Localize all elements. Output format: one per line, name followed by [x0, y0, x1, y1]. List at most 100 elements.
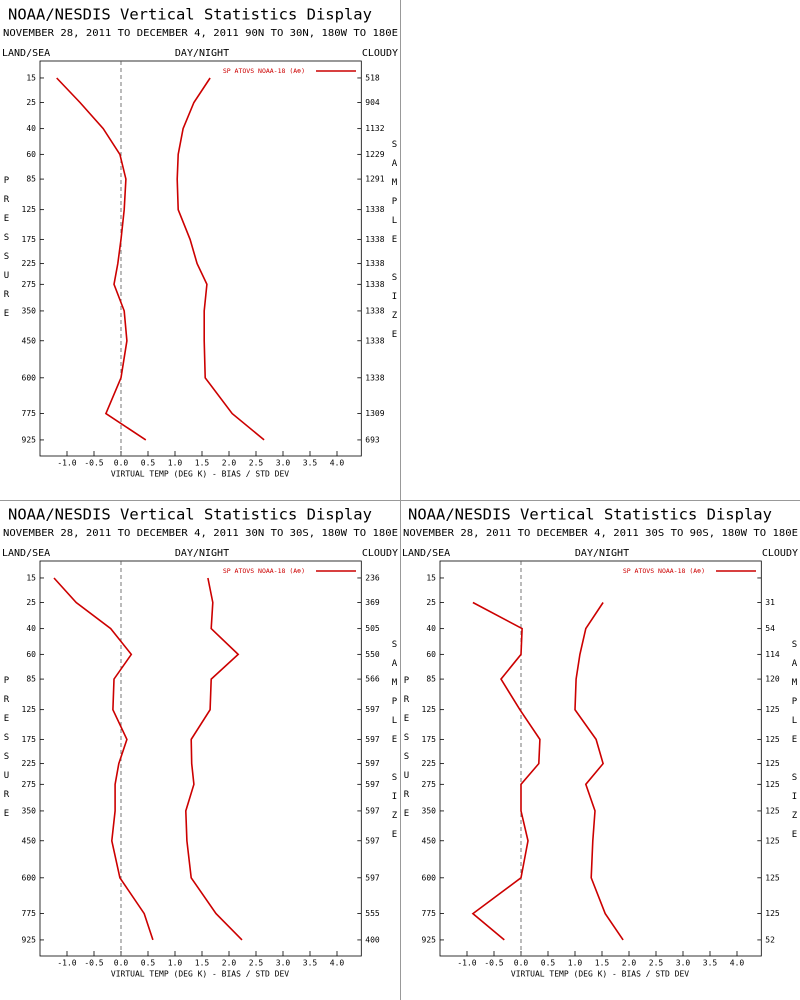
y2-axis-label: SAMPLE SIZE — [790, 640, 800, 849]
bias-line — [53, 577, 154, 941]
bias-line — [56, 77, 147, 441]
sample-size-label: 505 — [365, 624, 380, 633]
panel: NOAA/NESDIS Vertical Statistics Display N… — [2, 506, 400, 979]
x-tick-label: -0.5 — [84, 959, 103, 968]
x-tick-label: -0.5 — [484, 959, 503, 968]
sample-size-label: 1338 — [365, 306, 384, 315]
std_dev-line — [184, 577, 243, 941]
sample-size-label: 597 — [365, 836, 380, 845]
y-tick-label: 450 — [22, 836, 37, 845]
plot-frame — [39, 560, 362, 957]
sample-size-label: 904 — [365, 98, 380, 107]
y2-axis-label: SAMPLE SIZE — [390, 640, 400, 849]
y-axis-label: PRESSURE — [2, 676, 12, 828]
y-tick-label: 85 — [26, 175, 36, 184]
x-tick-label: 2.5 — [249, 959, 264, 968]
chart-subtitle: NOVEMBER 28, 2011 TO DECEMBER 4, 2011 30… — [3, 528, 398, 539]
x-axis-label: VIRTUAL TEMP (DEG K) - BIAS / STD DEV — [111, 470, 289, 479]
x-tick-label: 2.5 — [649, 959, 664, 968]
y-tick-label: 925 — [22, 435, 37, 444]
x-tick-label: 0.0 — [114, 959, 129, 968]
plot-frame — [39, 60, 362, 457]
panel: NOAA/NESDIS Vertical Statistics Display N… — [2, 6, 400, 479]
sample-size-label: 31 — [765, 598, 775, 607]
y-tick-label: 775 — [22, 409, 37, 418]
sample-size-label: 125 — [765, 735, 780, 744]
sample-size-label: 566 — [365, 675, 380, 684]
chart-subtitle: NOVEMBER 28, 2011 TO DECEMBER 4, 2011 30… — [403, 528, 798, 539]
y-tick-label: 775 — [422, 909, 437, 918]
y-tick-label: 25 — [26, 598, 36, 607]
y-tick-label: 175 — [422, 735, 437, 744]
sample-size-label: 400 — [365, 935, 380, 944]
sample-size-label: 236 — [365, 573, 380, 582]
x-tick-label: 2.0 — [622, 959, 637, 968]
x-tick-label: 3.5 — [303, 459, 318, 468]
y-tick-label: 225 — [22, 759, 37, 768]
x-axis-label: VIRTUAL TEMP (DEG K) - BIAS / STD DEV — [511, 970, 689, 979]
sample-size-label: 518 — [365, 73, 380, 82]
x-tick-label: 1.0 — [168, 959, 183, 968]
y-tick-label: 600 — [22, 373, 37, 382]
sample-size-label: 125 — [765, 806, 780, 815]
x-tick-label: 0.5 — [141, 459, 156, 468]
sample-size-label: 114 — [765, 650, 780, 659]
x-tick-label: 0.5 — [141, 959, 156, 968]
x-tick-label: 4.0 — [730, 959, 745, 968]
sample-size-label: 1338 — [365, 259, 384, 268]
y-tick-label: 85 — [26, 675, 36, 684]
y-tick-label: 25 — [426, 598, 436, 607]
std_dev-line — [176, 77, 265, 441]
header-center: DAY/NIGHT — [175, 48, 229, 59]
x-tick-label: 1.0 — [168, 459, 183, 468]
header-right: CLOUDY — [762, 548, 798, 559]
y-tick-label: 15 — [26, 573, 36, 582]
x-tick-label: 3.0 — [276, 959, 291, 968]
x-tick-label: -0.5 — [84, 459, 103, 468]
header-left: LAND/SEA — [2, 548, 50, 559]
y-tick-label: 15 — [426, 573, 436, 582]
x-tick-label: 1.5 — [195, 959, 210, 968]
sample-size-label: 555 — [365, 909, 380, 918]
x-tick-label: 0.0 — [514, 959, 529, 968]
y-tick-label: 450 — [22, 336, 37, 345]
sample-size-label: 597 — [365, 780, 380, 789]
sample-size-label: 693 — [365, 435, 380, 444]
y-tick-label: 125 — [22, 705, 37, 714]
sample-size-label: 597 — [365, 873, 380, 882]
legend-label: SP ATOVS NOAA-18 (A⊕) — [623, 567, 705, 575]
sample-size-label: 597 — [365, 735, 380, 744]
y-tick-label: 275 — [22, 280, 37, 289]
plot-frame — [439, 560, 762, 957]
y-tick-label: 350 — [22, 806, 37, 815]
y-tick-label: 775 — [22, 909, 37, 918]
y-axis-label: PRESSURE — [2, 176, 12, 328]
x-tick-label: -1.0 — [57, 959, 76, 968]
x-tick-label: 4.0 — [330, 959, 345, 968]
chart-title: NOAA/NESDIS Vertical Statistics Display — [408, 506, 772, 524]
sample-size-label: 1338 — [365, 373, 384, 382]
sample-size-label: 1338 — [365, 280, 384, 289]
y-tick-label: 275 — [22, 780, 37, 789]
y-tick-label: 600 — [22, 873, 37, 882]
sample-size-label: 125 — [765, 836, 780, 845]
x-tick-label: 3.5 — [703, 959, 718, 968]
y-tick-label: 25 — [26, 98, 36, 107]
y-tick-label: 600 — [422, 873, 437, 882]
y-tick-label: 225 — [422, 759, 437, 768]
y-tick-label: 225 — [22, 259, 37, 268]
sample-size-label: 125 — [765, 780, 780, 789]
sample-size-label: 597 — [365, 705, 380, 714]
sample-size-label: 125 — [765, 909, 780, 918]
y-tick-label: 175 — [22, 735, 37, 744]
x-tick-label: 3.5 — [303, 959, 318, 968]
y-tick-label: 40 — [26, 624, 36, 633]
header-center: DAY/NIGHT — [575, 548, 629, 559]
y-tick-label: 275 — [422, 780, 437, 789]
legend-label: SP ATOVS NOAA-18 (A⊕) — [223, 567, 305, 575]
y2-axis-label: SAMPLE SIZE — [390, 140, 400, 349]
x-tick-label: 2.0 — [222, 459, 237, 468]
sample-size-label: 597 — [365, 759, 380, 768]
panel: NOAA/NESDIS Vertical Statistics Display N… — [402, 506, 800, 979]
